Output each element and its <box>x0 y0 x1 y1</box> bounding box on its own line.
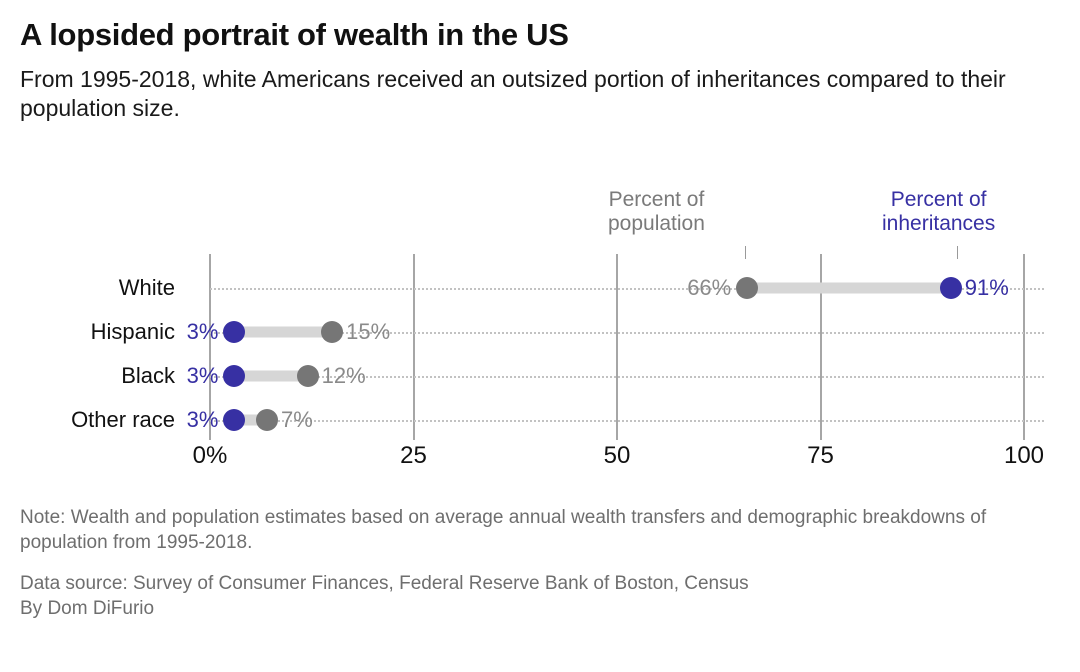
legend-population-line1: Percent of <box>608 188 705 211</box>
data-point-population[interactable] <box>321 321 344 343</box>
x-axis-tick-label: 25 <box>400 442 427 469</box>
x-axis-tick-mark <box>412 430 415 440</box>
value-label-population: 15% <box>346 319 391 344</box>
value-label-inheritance: 91% <box>964 275 1009 300</box>
row-dotted-guide <box>210 288 1044 290</box>
data-point-population[interactable] <box>736 277 759 299</box>
value-label-population: 7% <box>280 407 313 432</box>
row-category-label: White <box>118 275 175 300</box>
x-axis-tick-mark <box>209 430 211 440</box>
dumbbell-connector <box>747 282 951 294</box>
chart-plot-area: Percent of population Percent of inherit… <box>0 182 1080 492</box>
row-category-label: Hispanic <box>90 319 175 344</box>
gridline-vertical <box>1023 254 1025 436</box>
footer-source: Data source: Survey of Consumer Finances… <box>20 573 749 595</box>
x-axis-tick-mark <box>819 430 822 440</box>
gridline-vertical <box>209 254 211 436</box>
data-point-inheritance[interactable] <box>223 409 246 431</box>
row-dotted-guide <box>210 420 1044 422</box>
chart-header: A lopsided portrait of wealth in the US … <box>0 0 1080 122</box>
legend-pointer-inheritances-icon <box>957 246 958 259</box>
dumbbell-chart: Percent of population Percent of inherit… <box>0 182 1080 492</box>
gridline-vertical <box>616 254 618 436</box>
legend-population-line2: population <box>608 211 705 235</box>
page-title: A lopsided portrait of wealth in the US <box>20 17 569 52</box>
x-axis-tick-label: 0% <box>192 442 228 469</box>
x-axis-tick-label: 100 <box>1003 442 1045 469</box>
chart-subtitle: From 1995-2018, white Americans received… <box>20 66 1006 121</box>
legend-entry-population: Percent of population <box>608 188 705 235</box>
data-point-population[interactable] <box>255 409 278 431</box>
value-label-population: 66% <box>687 275 732 300</box>
data-point-population[interactable] <box>296 365 319 387</box>
gridline-vertical <box>819 254 822 436</box>
x-axis-tick-mark <box>1023 430 1025 440</box>
dumbbell-connector <box>234 370 308 382</box>
legend-inheritances-line2: inheritances <box>882 211 996 235</box>
legend-entry-inheritances: Percent of inheritances <box>882 188 995 235</box>
x-axis-tick-label: 75 <box>807 442 834 469</box>
dumbbell-connector <box>234 326 333 338</box>
gridline-vertical <box>412 254 415 436</box>
value-label-inheritance: 3% <box>186 407 219 432</box>
chart-footer: Note: Wealth and population estimates ba… <box>0 493 1080 621</box>
row-dotted-guide <box>210 332 1044 334</box>
value-label-inheritance: 3% <box>186 363 219 388</box>
value-label-population: 12% <box>321 363 366 388</box>
footer-note: Note: Wealth and population estimates ba… <box>20 507 987 554</box>
data-point-inheritance[interactable] <box>223 321 246 343</box>
data-point-inheritance[interactable] <box>223 365 246 387</box>
footer-divider <box>20 493 1060 494</box>
row-dotted-guide <box>210 376 1044 378</box>
data-point-inheritance[interactable] <box>939 277 962 299</box>
value-label-inheritance: 3% <box>186 319 219 344</box>
row-category-label: Other race <box>71 407 175 432</box>
legend-pointer-population-icon <box>745 246 746 259</box>
footer-byline: By Dom DiFurio <box>20 598 155 620</box>
x-axis-tick-label: 50 <box>603 442 631 469</box>
x-axis-tick-mark <box>616 430 618 440</box>
row-category-label: Black <box>121 363 175 388</box>
legend-inheritances-line1: Percent of <box>890 188 987 211</box>
dumbbell-connector <box>234 414 267 426</box>
